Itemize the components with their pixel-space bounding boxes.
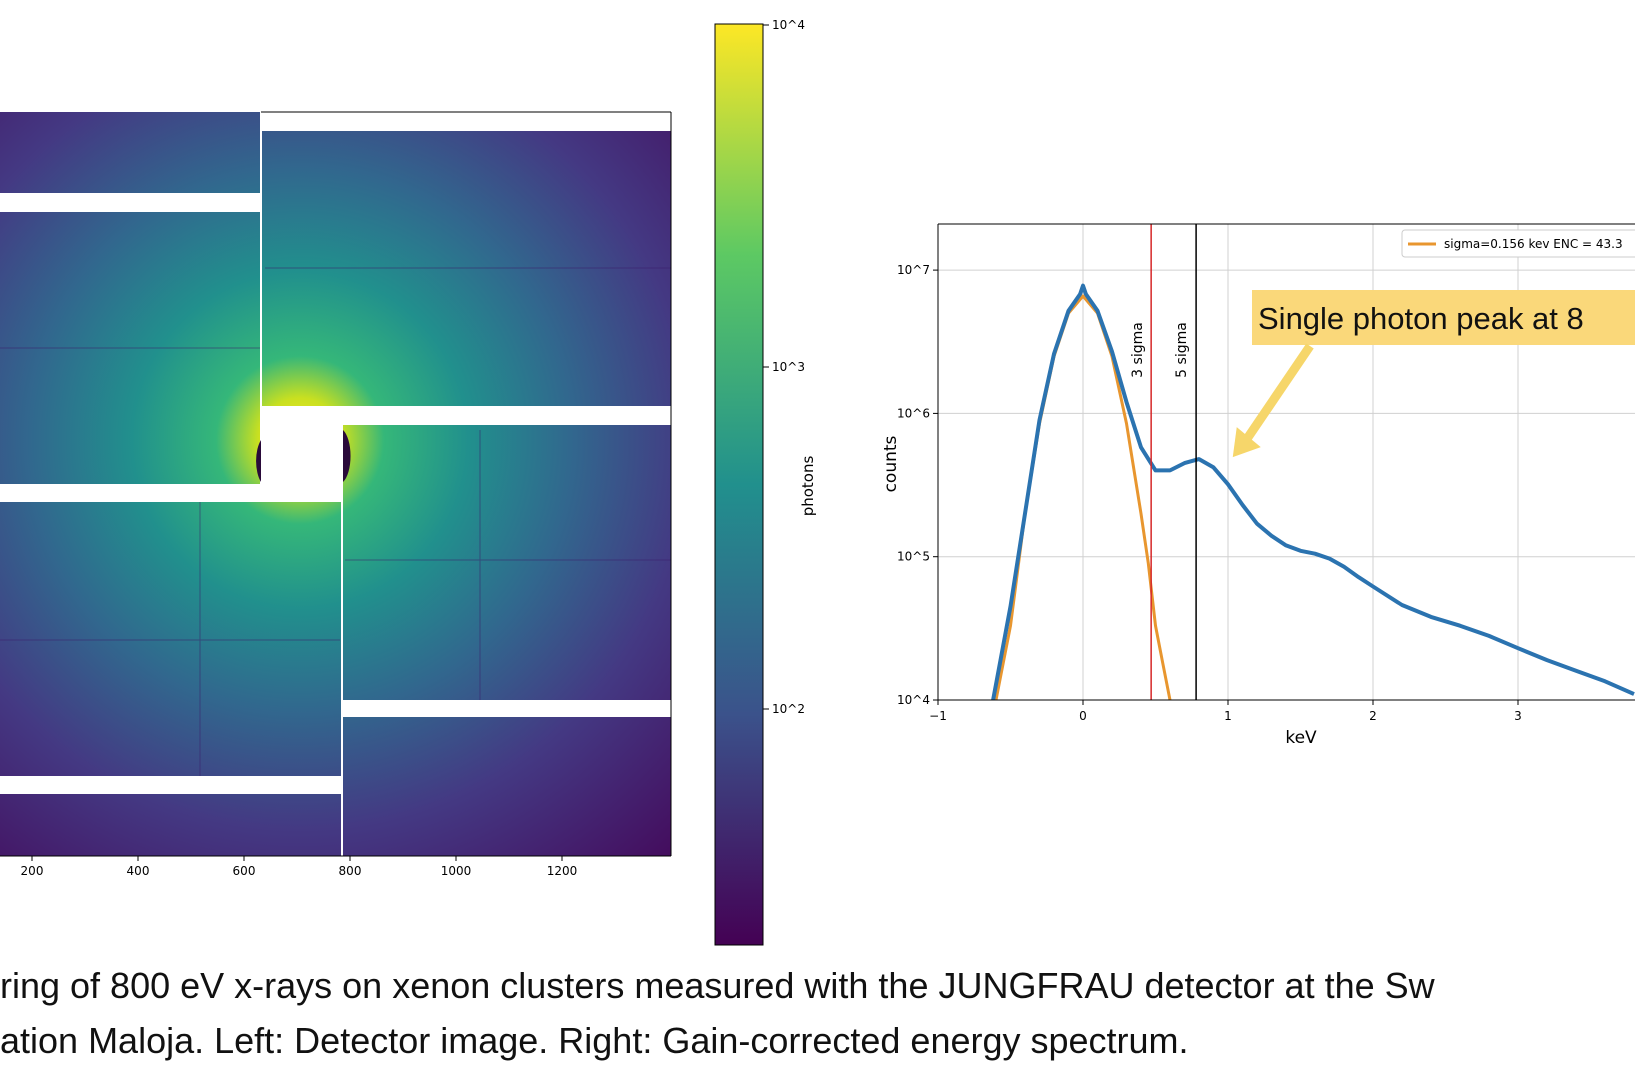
- detector-x-tick-label: 800: [339, 864, 362, 878]
- x-tick-label: 2: [1369, 709, 1377, 723]
- vline-label-3-sigma: 3 sigma: [1130, 322, 1146, 378]
- detector-x-tick-label: 1200: [547, 864, 578, 878]
- x-tick-label: 3: [1514, 709, 1522, 723]
- colorbar-gradient: [714, 23, 764, 946]
- vline-label-5-sigma: 5 sigma: [1174, 322, 1190, 378]
- colorbar: 10^4 10^3 10^2 photons: [714, 18, 817, 946]
- caption-line-1: ring of 800 eV x-rays on xenon clusters …: [0, 965, 1435, 1006]
- x-tick-label: 0: [1079, 709, 1087, 723]
- arrow-head: [1232, 427, 1261, 458]
- detector-x-tick-label: 200: [21, 864, 44, 878]
- arrow-shaft: [1239, 343, 1314, 448]
- y-tick-label: 10^4: [897, 693, 930, 707]
- detector-x-tick-label: 600: [233, 864, 256, 878]
- series-line-measured: [991, 283, 1635, 700]
- detector-gaps: [0, 112, 671, 856]
- colorbar-tick-label: 10^4: [772, 18, 805, 32]
- y-tick-label: 10^7: [897, 263, 930, 277]
- spectrum-plot-area: [991, 224, 1635, 700]
- beamstop-left: [256, 440, 261, 482]
- spectrum-ticks: −1 0 1 2 3 10^7 10^6 10^5 10^4: [897, 263, 1522, 723]
- annotation-arrow: [1232, 343, 1314, 458]
- detector-x-ticks: 200 400 600 800 1000 1200: [21, 856, 578, 878]
- spectrum-legend: sigma=0.156 kev ENC = 43.3: [1401, 229, 1635, 258]
- caption-line-2: ation Maloja. Left: Detector image. Righ…: [0, 1020, 1189, 1061]
- detector-x-tick-label: 400: [127, 864, 150, 878]
- colorbar-tick-label: 10^3: [772, 360, 805, 374]
- colorbar-label: photons: [799, 456, 817, 517]
- spectrum-x-axis-label: keV: [1285, 728, 1317, 748]
- energy-spectrum-chart: −1 0 1 2 3 10^7 10^6 10^5 10^4 keV counts sigma=…: [881, 223, 1635, 748]
- detector-image: 200 400 600 800 1000 1200: [0, 111, 672, 878]
- detector-x-tick-label: 1000: [441, 864, 472, 878]
- x-tick-label: 1: [1224, 709, 1232, 723]
- spectrum-y-axis-label: counts: [881, 435, 901, 492]
- annotation-text: Single photon peak at 8: [1258, 301, 1584, 336]
- legend-entry: sigma=0.156 kev ENC = 43.3: [1444, 237, 1623, 251]
- annotation-box: [1252, 290, 1635, 345]
- legend-box: [1401, 229, 1635, 258]
- annotation: Single photon peak at 8: [1232, 290, 1635, 458]
- colorbar-tick-label: 10^2: [772, 702, 805, 716]
- y-tick-label: 10^6: [897, 406, 930, 420]
- x-tick-label: −1: [929, 709, 947, 723]
- figure-caption: ring of 800 eV x-rays on xenon clusters …: [0, 958, 1635, 1068]
- module-seams: [0, 267, 671, 780]
- beamstop-right: [343, 430, 351, 482]
- y-tick-label: 10^5: [897, 550, 930, 564]
